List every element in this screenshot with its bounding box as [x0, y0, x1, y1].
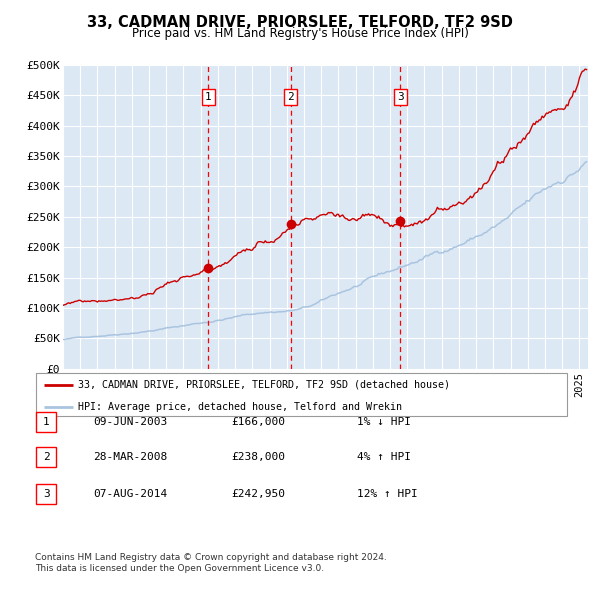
Text: Contains HM Land Registry data © Crown copyright and database right 2024.
This d: Contains HM Land Registry data © Crown c… [35, 553, 386, 573]
Text: £166,000: £166,000 [231, 417, 285, 427]
Text: 33, CADMAN DRIVE, PRIORSLEE, TELFORD, TF2 9SD: 33, CADMAN DRIVE, PRIORSLEE, TELFORD, TF… [87, 15, 513, 30]
Text: 4% ↑ HPI: 4% ↑ HPI [357, 453, 411, 462]
Text: 2: 2 [287, 92, 294, 102]
Text: £242,950: £242,950 [231, 489, 285, 499]
Text: 1: 1 [205, 92, 212, 102]
FancyBboxPatch shape [36, 484, 56, 504]
Text: £238,000: £238,000 [231, 453, 285, 462]
FancyBboxPatch shape [36, 412, 56, 432]
Text: 09-JUN-2003: 09-JUN-2003 [93, 417, 167, 427]
Text: 07-AUG-2014: 07-AUG-2014 [93, 489, 167, 499]
Text: 2: 2 [43, 453, 50, 462]
FancyBboxPatch shape [36, 447, 56, 467]
Text: 28-MAR-2008: 28-MAR-2008 [93, 453, 167, 462]
Text: 1% ↓ HPI: 1% ↓ HPI [357, 417, 411, 427]
Text: 3: 3 [397, 92, 404, 102]
Text: 12% ↑ HPI: 12% ↑ HPI [357, 489, 418, 499]
Text: Price paid vs. HM Land Registry's House Price Index (HPI): Price paid vs. HM Land Registry's House … [131, 27, 469, 40]
Text: 33, CADMAN DRIVE, PRIORSLEE, TELFORD, TF2 9SD (detached house): 33, CADMAN DRIVE, PRIORSLEE, TELFORD, TF… [79, 379, 451, 389]
FancyBboxPatch shape [36, 373, 567, 416]
Text: 3: 3 [43, 489, 50, 499]
Text: 1: 1 [43, 417, 50, 427]
Text: HPI: Average price, detached house, Telford and Wrekin: HPI: Average price, detached house, Telf… [79, 402, 403, 412]
